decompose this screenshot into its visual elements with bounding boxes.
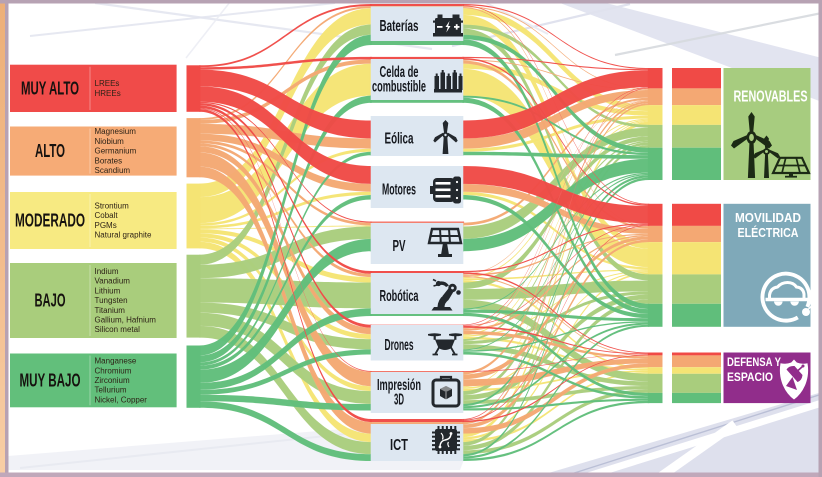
svg-text:MODERADO: MODERADO bbox=[15, 211, 85, 231]
svg-text:PV: PV bbox=[393, 238, 406, 255]
svg-text:LREEs: LREEs bbox=[95, 79, 120, 88]
svg-text:Celda de: Celda de bbox=[380, 64, 419, 81]
svg-text:Impresión: Impresión bbox=[377, 377, 421, 394]
svg-text:Germanium: Germanium bbox=[95, 147, 137, 156]
svg-text:DEFENSA Y: DEFENSA Y bbox=[727, 355, 781, 369]
svg-text:Robótica: Robótica bbox=[380, 288, 419, 305]
svg-text:Natural graphite: Natural graphite bbox=[95, 231, 152, 240]
svg-text:PGMs: PGMs bbox=[95, 221, 117, 230]
svg-text:Eólica: Eólica bbox=[385, 131, 414, 148]
svg-text:BAJO: BAJO bbox=[35, 291, 66, 311]
svg-text:Motores: Motores bbox=[382, 182, 416, 199]
svg-text:3D: 3D bbox=[394, 392, 404, 409]
svg-text:Chromium: Chromium bbox=[95, 366, 132, 375]
svg-text:Zirconium: Zirconium bbox=[95, 376, 130, 385]
svg-text:combustible: combustible bbox=[372, 79, 426, 96]
svg-text:MUY ALTO: MUY ALTO bbox=[21, 78, 79, 98]
svg-text:Titanium: Titanium bbox=[95, 306, 126, 315]
svg-text:ALTO: ALTO bbox=[35, 141, 65, 161]
svg-text:Tellurium: Tellurium bbox=[95, 386, 127, 395]
svg-text:Vanadium: Vanadium bbox=[95, 277, 131, 286]
svg-text:Drones: Drones bbox=[385, 337, 414, 354]
svg-text:Gallium, Hafnium: Gallium, Hafnium bbox=[95, 316, 157, 325]
svg-text:ICT: ICT bbox=[390, 437, 408, 454]
svg-text:Strontium: Strontium bbox=[95, 202, 130, 211]
svg-text:Magnesium: Magnesium bbox=[95, 127, 137, 136]
svg-text:Nickel, Copper: Nickel, Copper bbox=[95, 395, 148, 404]
svg-text:Niobium: Niobium bbox=[95, 137, 125, 146]
svg-text:Baterías: Baterías bbox=[380, 18, 419, 35]
svg-text:Manganese: Manganese bbox=[95, 357, 137, 366]
svg-text:Tungsten: Tungsten bbox=[95, 296, 128, 305]
svg-text:ELÉCTRICA: ELÉCTRICA bbox=[738, 225, 799, 240]
svg-text:MUY BAJO: MUY BAJO bbox=[20, 370, 81, 390]
svg-text:Lithium: Lithium bbox=[95, 286, 121, 295]
svg-text:Scandium: Scandium bbox=[95, 166, 131, 175]
svg-text:Borates: Borates bbox=[95, 156, 123, 165]
svg-text:Cobalt: Cobalt bbox=[95, 211, 119, 220]
svg-text:RENOVABLES: RENOVABLES bbox=[734, 89, 808, 106]
svg-text:ESPACIO: ESPACIO bbox=[727, 370, 773, 384]
svg-text:HREEs: HREEs bbox=[95, 89, 121, 98]
svg-text:MOVILIDAD: MOVILIDAD bbox=[735, 211, 801, 225]
svg-text:Silicon metal: Silicon metal bbox=[95, 325, 141, 334]
svg-text:Indium: Indium bbox=[95, 267, 119, 276]
